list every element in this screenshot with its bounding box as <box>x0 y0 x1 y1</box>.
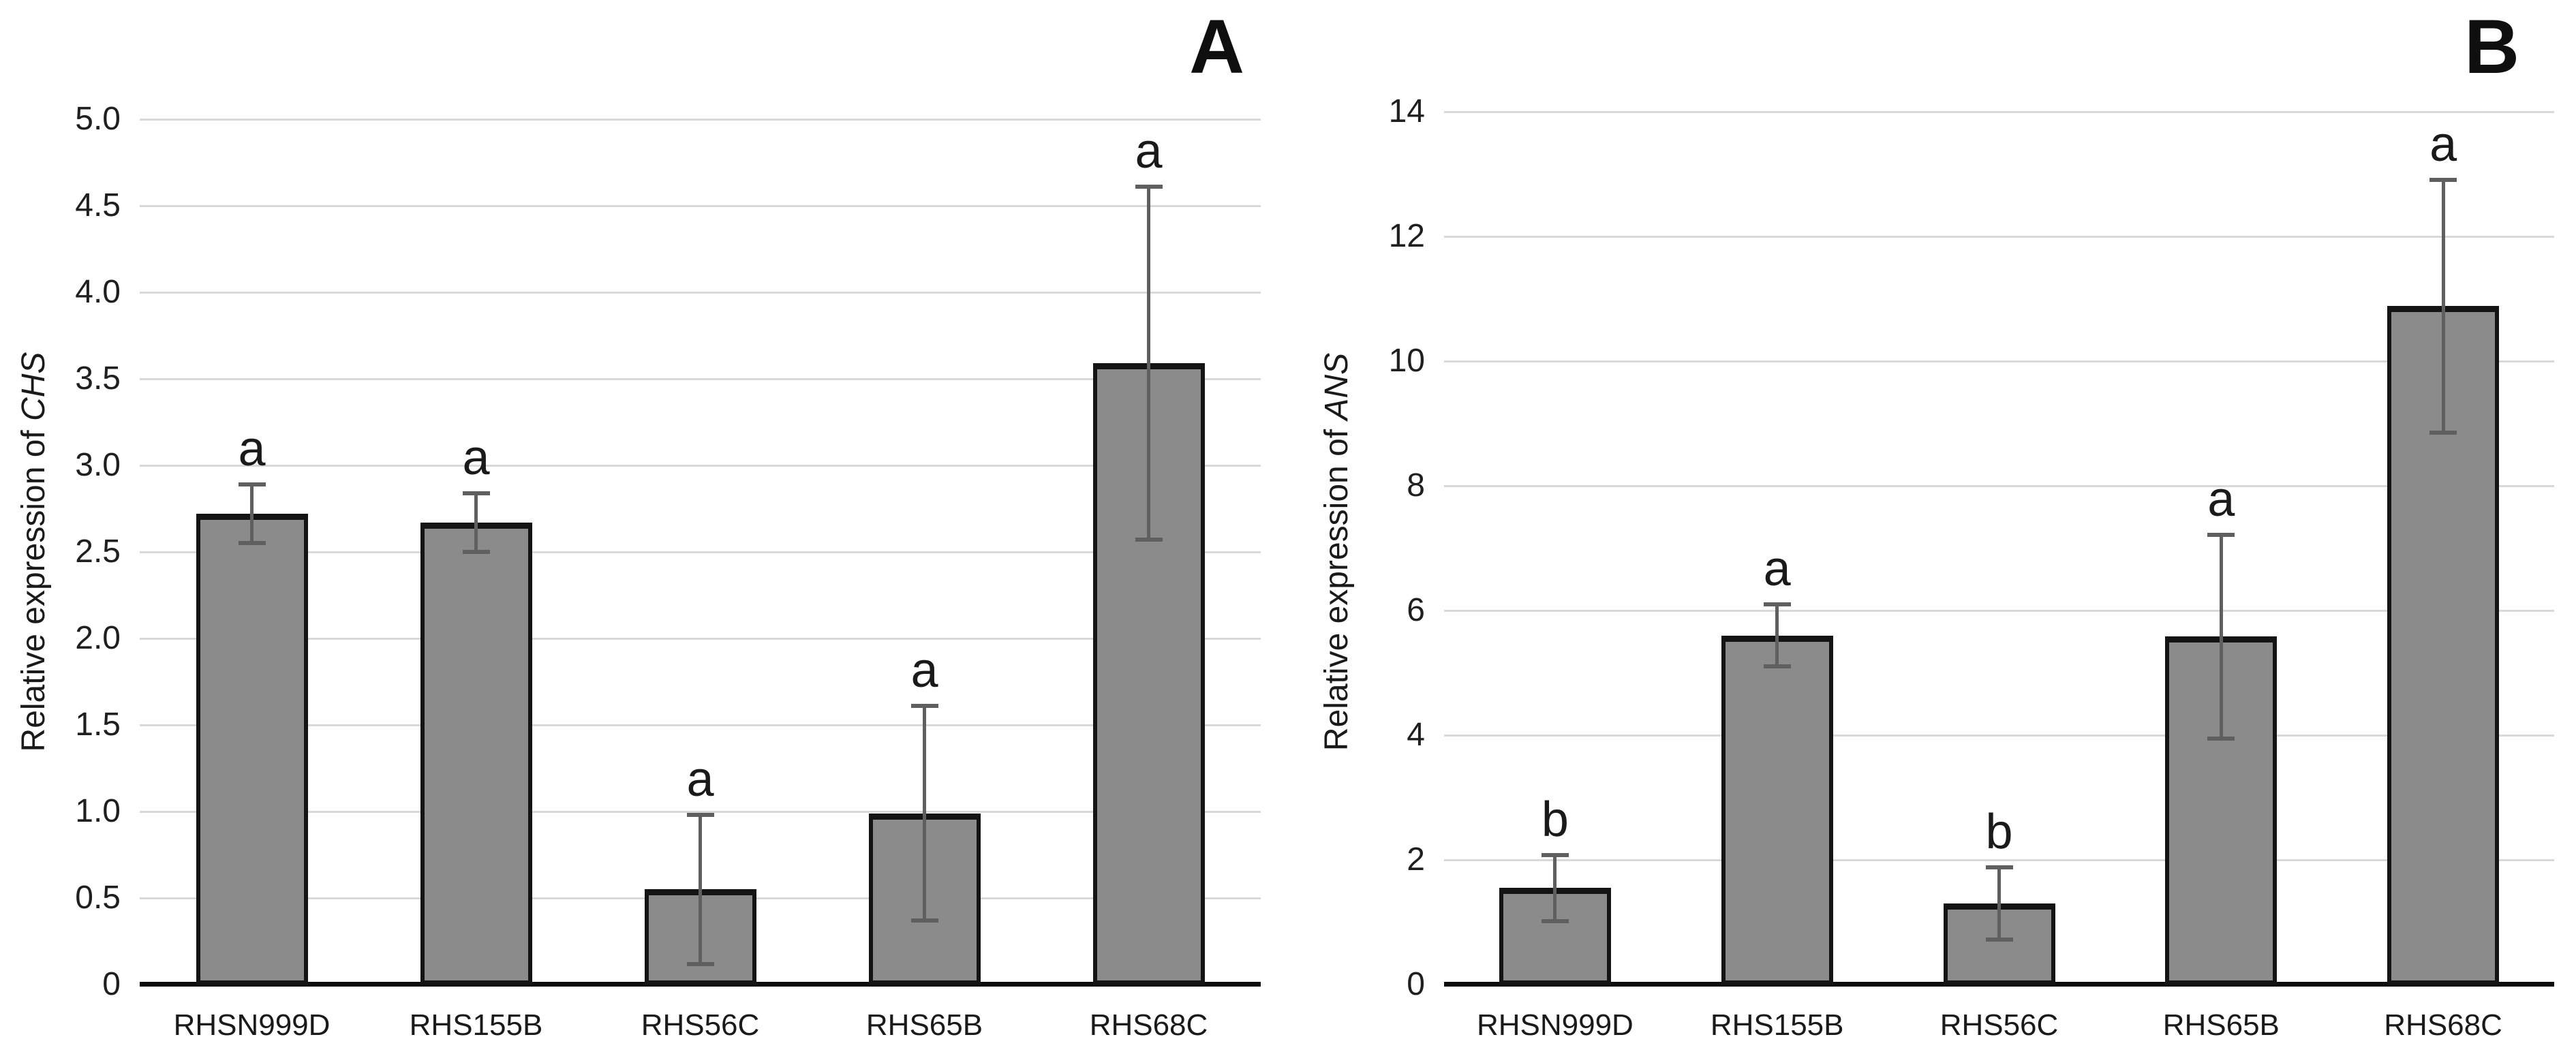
significance-letter: a <box>1763 541 1791 596</box>
category-label: RHS155B <box>1710 1008 1844 1042</box>
significance-letter: b <box>1985 804 2013 859</box>
gridline <box>1444 484 2554 487</box>
gridline <box>1444 235 2554 238</box>
gridline <box>140 118 1261 121</box>
error-bar-line <box>923 706 926 920</box>
error-bar-cap-top <box>910 704 938 709</box>
panel-letter: A <box>1189 4 1244 89</box>
error-bar-cap-bottom <box>1135 538 1163 542</box>
significance-letter: a <box>238 421 266 476</box>
gridline <box>140 637 1261 640</box>
bar <box>1721 635 1833 985</box>
significance-letter: a <box>2429 117 2457 172</box>
error-bar-cap-top <box>238 482 266 486</box>
y-tick-label: 2 <box>1407 841 1425 878</box>
y-tick-label: 0 <box>1407 966 1425 1002</box>
error-bar-line <box>250 484 254 544</box>
gridline <box>140 291 1261 294</box>
y-tick-label: 12 <box>1388 218 1425 254</box>
gridline <box>1444 110 2554 113</box>
gridline <box>140 551 1261 553</box>
error-bar-cap-bottom <box>1985 938 2013 942</box>
significance-letter: a <box>2207 472 2235 527</box>
y-tick-label: 0 <box>102 966 121 1002</box>
panel-letter: B <box>2464 4 2519 89</box>
y-tick-label: 6 <box>1407 592 1425 628</box>
error-bar-cap-top <box>462 491 490 495</box>
error-bar-cap-top <box>2429 177 2457 182</box>
error-bar-cap-bottom <box>2207 736 2235 741</box>
significance-letter: b <box>1541 792 1569 847</box>
error-bar-line <box>1775 604 1779 667</box>
error-bar-line <box>1997 867 2001 940</box>
error-bar-line <box>699 815 702 964</box>
category-label: RHS68C <box>2384 1008 2502 1042</box>
y-tick-label: 10 <box>1388 343 1425 379</box>
bar <box>196 514 308 985</box>
y-tick-label: 2.5 <box>75 533 121 570</box>
significance-letter: a <box>462 430 490 485</box>
category-label: RHS56C <box>1939 1008 2059 1042</box>
significance-letter: a <box>1135 124 1163 179</box>
y-tick-label: 5.0 <box>75 101 121 137</box>
bar <box>2165 636 2278 985</box>
y-tick-label: 2.0 <box>75 620 121 656</box>
error-bar-cap-top <box>2207 533 2235 538</box>
error-bar-cap-bottom <box>686 961 714 966</box>
error-bar-cap-bottom <box>2429 431 2457 435</box>
category-label: RHS68C <box>1089 1008 1208 1042</box>
error-bar-line <box>2441 179 2445 433</box>
gridline <box>140 377 1261 380</box>
y-tick-label: 0.5 <box>75 880 121 916</box>
significance-letter: a <box>686 752 714 807</box>
category-label: RHS56C <box>641 1008 760 1042</box>
y-tick-label: 4.0 <box>75 274 121 310</box>
bar <box>420 522 532 985</box>
category-label: RHS65B <box>2162 1008 2280 1042</box>
gridline <box>1444 609 2554 612</box>
gridline <box>1444 734 2554 737</box>
gridline <box>140 204 1261 207</box>
gridline <box>1444 360 2554 362</box>
error-bar-line <box>1147 187 1150 540</box>
error-bar-cap-bottom <box>462 550 490 554</box>
error-bar-cap-top <box>1541 852 1569 857</box>
y-tick-label: 4 <box>1407 717 1425 753</box>
category-label: RHSN999D <box>173 1008 331 1042</box>
gridline <box>140 464 1261 467</box>
error-bar-cap-top <box>686 813 714 818</box>
gridline <box>1444 858 2554 861</box>
gridline <box>140 810 1261 813</box>
error-bar-cap-top <box>1135 185 1163 189</box>
gridline <box>140 724 1261 726</box>
y-tick-label: 3.0 <box>75 447 121 483</box>
y-tick-label: 14 <box>1388 93 1425 129</box>
y-tick-label: 1.5 <box>75 707 121 743</box>
error-bar-cap-bottom <box>1541 918 1569 923</box>
error-bar-cap-top <box>1985 865 2013 869</box>
category-label: RHSN999D <box>1476 1008 1634 1042</box>
error-bar-cap-bottom <box>910 918 938 923</box>
error-bar-cap-bottom <box>238 541 266 546</box>
y-tick-label: 8 <box>1407 467 1425 504</box>
y-tick-label: 3.5 <box>75 360 121 397</box>
error-bar-cap-bottom <box>1763 664 1791 669</box>
category-label: RHS155B <box>409 1008 543 1042</box>
significance-letter: a <box>910 643 938 698</box>
y-tick-label: 4.5 <box>75 187 121 223</box>
error-bar-line <box>474 493 478 552</box>
error-bar-line <box>2219 535 2223 739</box>
category-label: RHS65B <box>865 1008 983 1042</box>
y-tick-label: 1.0 <box>75 793 121 829</box>
error-bar-line <box>1553 854 1557 921</box>
error-bar-cap-top <box>1763 602 1791 606</box>
